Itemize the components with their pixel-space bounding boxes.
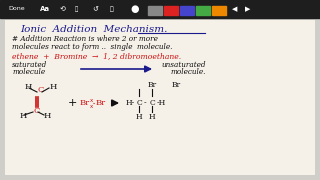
Bar bbox=[180, 6, 194, 15]
Text: 📷: 📷 bbox=[110, 6, 114, 12]
Text: molecule.: molecule. bbox=[170, 68, 205, 76]
Text: Done: Done bbox=[8, 6, 25, 12]
Text: x: x bbox=[90, 98, 93, 102]
Bar bbox=[164, 6, 178, 15]
Text: Aa: Aa bbox=[40, 6, 50, 12]
Text: Ionic  Addition  Mechanism.: Ionic Addition Mechanism. bbox=[20, 24, 167, 33]
Bar bbox=[196, 6, 210, 15]
Text: ⟲: ⟲ bbox=[60, 6, 66, 12]
Text: C: C bbox=[150, 99, 156, 107]
Text: H: H bbox=[136, 113, 143, 121]
Text: Br: Br bbox=[80, 99, 90, 107]
Text: ⬛: ⬛ bbox=[75, 6, 78, 12]
Text: # Addition Reaction is where 2 or more: # Addition Reaction is where 2 or more bbox=[12, 35, 158, 43]
Text: H: H bbox=[25, 83, 32, 91]
Bar bbox=[148, 6, 162, 15]
Text: Br: Br bbox=[96, 99, 106, 107]
Bar bbox=[212, 6, 226, 15]
Text: Br: Br bbox=[148, 81, 157, 89]
Text: ▶: ▶ bbox=[245, 6, 250, 12]
Text: H: H bbox=[50, 83, 57, 91]
Text: molecule: molecule bbox=[12, 68, 45, 76]
Text: C: C bbox=[137, 99, 143, 107]
Text: molecules react to form ..  single  molecule.: molecules react to form .. single molecu… bbox=[12, 43, 172, 51]
Bar bbox=[0, 0, 320, 18]
Text: saturated: saturated bbox=[12, 61, 47, 69]
Text: Br: Br bbox=[172, 81, 181, 89]
Text: -: - bbox=[144, 99, 147, 107]
Bar bbox=[5, 20, 315, 175]
Text: H: H bbox=[44, 112, 52, 120]
Text: C: C bbox=[33, 107, 39, 115]
Text: H: H bbox=[20, 112, 28, 120]
Text: ◀: ◀ bbox=[232, 6, 237, 12]
Text: ethene  +  Bromine  →  1, 2 dibromoethane.: ethene + Bromine → 1, 2 dibromoethane. bbox=[12, 52, 181, 60]
Text: H: H bbox=[149, 113, 156, 121]
Text: -H: -H bbox=[157, 99, 166, 107]
Text: ↺: ↺ bbox=[92, 6, 98, 12]
Text: unsaturated: unsaturated bbox=[162, 61, 206, 69]
Text: ●: ● bbox=[130, 4, 139, 14]
Text: x: x bbox=[90, 103, 93, 109]
Text: H-: H- bbox=[126, 99, 135, 107]
Text: C: C bbox=[38, 86, 44, 94]
Text: +: + bbox=[68, 98, 77, 108]
